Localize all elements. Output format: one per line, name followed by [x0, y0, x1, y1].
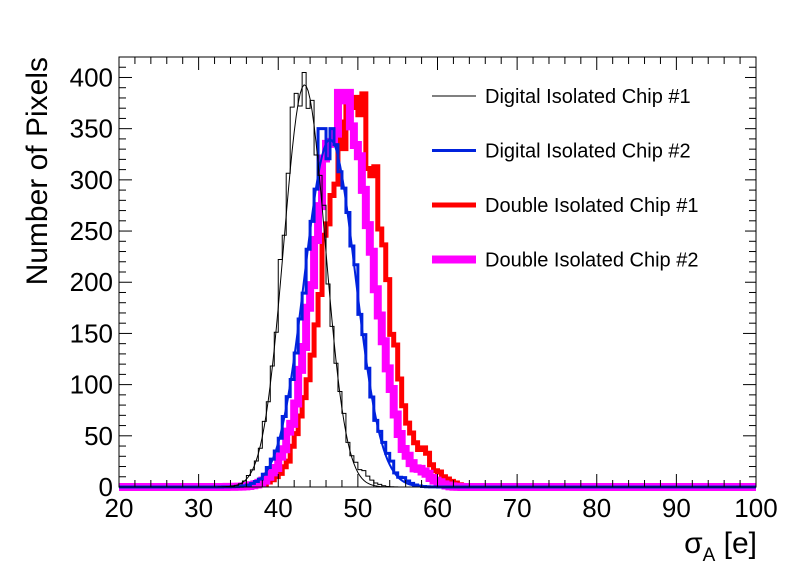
x-tick-label: 70 [503, 493, 532, 523]
legend-box [425, 70, 745, 285]
legend: Digital Isolated Chip #1 Digital Isolated… [425, 70, 745, 285]
x-tick-label: 50 [343, 493, 372, 523]
x-tick-label: 80 [582, 493, 611, 523]
x-tick-label: 40 [264, 493, 293, 523]
y-tick-label: 250 [70, 216, 113, 246]
x-axis-title: σA [e] [684, 527, 757, 566]
x-axis-title-symbol: σ [684, 527, 703, 560]
y-tick-label: 0 [99, 472, 113, 502]
x-tick-label: 60 [423, 493, 452, 523]
x-tick-label: 90 [662, 493, 691, 523]
legend-label-3: Double Isolated Chip #2 [485, 250, 698, 272]
axes-frame [118, 56, 757, 488]
legend-label-0: Digital Isolated Chip #1 [485, 86, 691, 108]
y-tick-label: 100 [70, 370, 113, 400]
y-tick-label: 50 [84, 421, 113, 451]
tick-labels: 20 30 40 50 60 70 80 90 100 0 50 100 150 200 250 300 350… [70, 62, 778, 523]
legend-label-1: Digital Isolated Chip #2 [485, 141, 691, 163]
x-tick-label: 100 [734, 493, 777, 523]
x-axis-title-unit: [e] [715, 527, 757, 560]
x-axis-title-subscript: A [703, 545, 716, 566]
y-tick-label: 200 [70, 267, 113, 297]
y-tick-label: 400 [70, 62, 113, 92]
y-tick-label: 150 [70, 318, 113, 348]
y-axis-title: Number of Pixels [21, 57, 54, 285]
y-tick-label: 300 [70, 165, 113, 195]
y-tick-label: 350 [70, 114, 113, 144]
x-tick-label: 30 [184, 493, 213, 523]
legend-label-2: Double Isolated Chip #1 [485, 195, 698, 217]
x-tick-label: 20 [105, 493, 134, 523]
